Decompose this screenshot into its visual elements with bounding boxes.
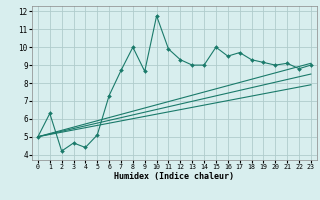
X-axis label: Humidex (Indice chaleur): Humidex (Indice chaleur) xyxy=(115,172,234,181)
